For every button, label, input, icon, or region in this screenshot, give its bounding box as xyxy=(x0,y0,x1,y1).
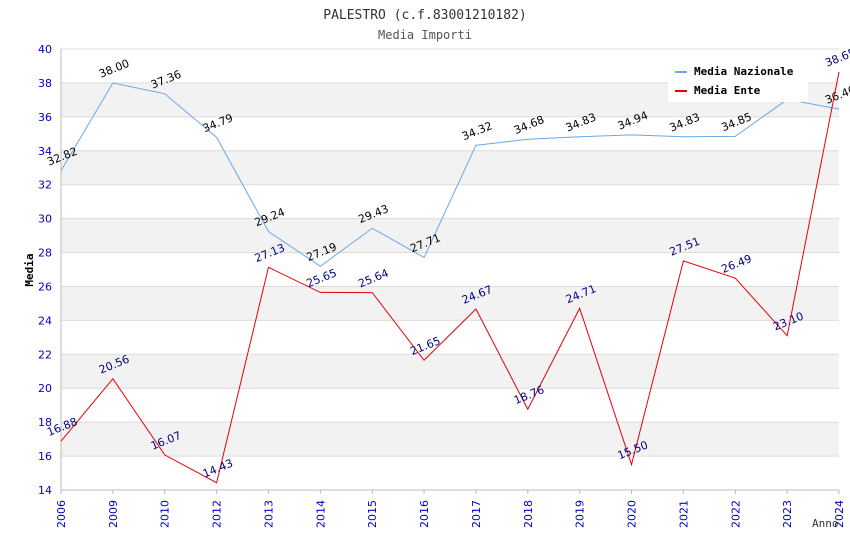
plot-band xyxy=(61,150,839,185)
plot-band xyxy=(61,456,839,490)
x-tick-label: 2010 xyxy=(159,500,172,528)
legend: Media Nazionale Media Ente xyxy=(668,60,808,102)
x-tick-label: 2015 xyxy=(366,500,379,528)
series-line-media-nazionale xyxy=(60,82,840,267)
y-axis-label: Media xyxy=(23,253,36,286)
y-tick-label: 14 xyxy=(38,484,52,497)
x-tick-label: 2020 xyxy=(626,500,639,528)
y-tick-label: 28 xyxy=(38,247,52,260)
plot-band xyxy=(61,286,839,321)
y-tick-label: 22 xyxy=(38,348,52,361)
x-tick-label: 2019 xyxy=(574,500,587,528)
y-tick-label: 18 xyxy=(38,416,52,429)
plot-band xyxy=(61,320,839,355)
series-line-media-ente xyxy=(60,71,840,484)
plot-band xyxy=(61,388,839,423)
y-tick-label: 40 xyxy=(38,43,52,56)
legend-label-nazionale: Media Nazionale xyxy=(694,65,794,78)
x-tick-label: 2014 xyxy=(314,500,327,528)
y-tick-label: 32 xyxy=(38,179,52,192)
y-tick-label: 36 xyxy=(38,111,52,124)
plot-band xyxy=(61,218,839,253)
x-tick-label: 2023 xyxy=(781,500,794,528)
y-tick-label: 26 xyxy=(38,280,52,293)
chart-subtitle: Media Importi xyxy=(378,28,472,42)
plot-band xyxy=(61,422,839,457)
x-tick-label: 2016 xyxy=(418,500,431,528)
y-tick-label: 16 xyxy=(38,450,52,463)
x-tick-label: 2021 xyxy=(677,500,690,528)
x-tick-label: 2018 xyxy=(522,500,535,528)
y-tick-label: 38 xyxy=(38,77,52,90)
x-tick-label: 2006 xyxy=(55,500,68,528)
y-tick-label: 30 xyxy=(38,213,52,226)
x-tick-label: 2017 xyxy=(470,500,483,528)
x-tick-label: 2022 xyxy=(729,500,742,528)
legend-label-ente: Media Ente xyxy=(694,84,761,97)
y-tick-label: 20 xyxy=(38,382,52,395)
x-tick-label: 2013 xyxy=(262,500,275,528)
legend-box xyxy=(668,60,808,102)
x-tick-label: 2012 xyxy=(211,500,224,528)
x-axis-label: Anno xyxy=(812,517,839,530)
x-tick-label: 2009 xyxy=(107,500,120,528)
x-tick-label: 2024 xyxy=(833,500,846,528)
chart-title: PALESTRO (c.f.83001210182) xyxy=(323,8,527,23)
plot-band xyxy=(61,354,839,389)
y-tick-label: 24 xyxy=(38,314,52,327)
plot-band xyxy=(61,116,839,151)
y-tick-label: 34 xyxy=(38,145,52,158)
